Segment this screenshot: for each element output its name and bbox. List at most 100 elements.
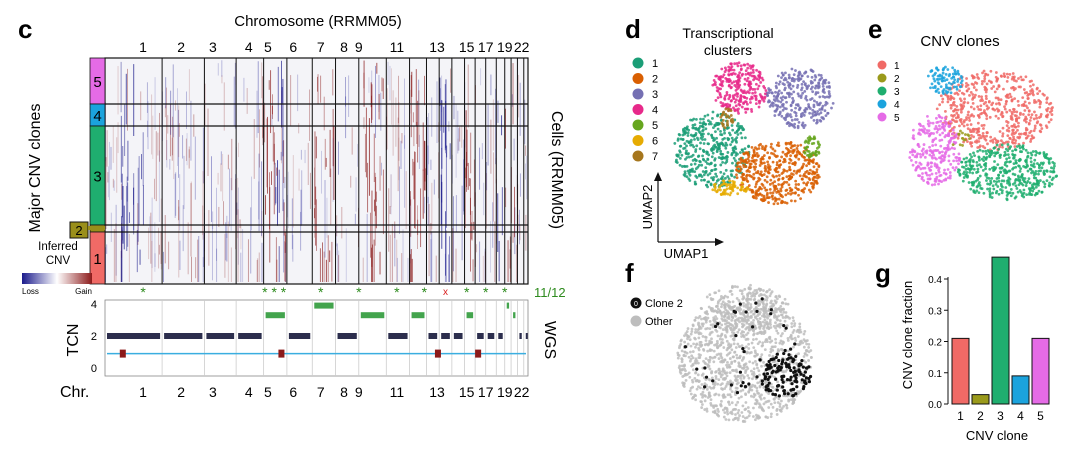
legend-loss-label: Loss <box>22 287 39 296</box>
d-point-cluster-3 <box>779 100 783 104</box>
e-point-clone-3 <box>1009 188 1013 191</box>
heatmap-stripe <box>257 61 259 134</box>
d-point-cluster-1 <box>711 178 715 182</box>
d-point-cluster-2 <box>735 176 739 180</box>
heatmap-stripe <box>466 163 467 192</box>
e-point-clone-1 <box>999 139 1003 143</box>
heatmap-stripe <box>519 82 521 136</box>
f-point-other <box>708 355 712 359</box>
f-point-other <box>776 307 779 311</box>
d-point-cluster-1 <box>678 150 682 154</box>
tcn-segment <box>506 302 510 309</box>
e-point-clone-3 <box>1014 184 1018 188</box>
f-point-other <box>686 337 689 341</box>
e-point-clone-4 <box>949 91 953 95</box>
d-point-cluster-3 <box>814 75 818 79</box>
f-point-other <box>765 289 769 293</box>
chr-top-label-8: 8 <box>340 39 348 55</box>
e-point-clone-5 <box>918 122 922 126</box>
e-point-clone-1 <box>1016 99 1020 103</box>
f-point-other <box>781 342 784 346</box>
e-point-clone-3 <box>993 160 996 163</box>
d-point-cluster-4 <box>735 80 739 84</box>
d-point-cluster-1 <box>687 177 691 181</box>
d-point-cluster-3 <box>809 80 813 83</box>
heatmap-stripe <box>185 91 187 129</box>
heatmap-stripe <box>258 181 260 220</box>
heatmap-stripe <box>240 223 242 250</box>
e-point-clone-3 <box>1049 170 1052 173</box>
e-point-clone-1 <box>1036 120 1040 124</box>
e-point-clone-3 <box>982 191 986 195</box>
e-point-clone-1 <box>935 107 939 111</box>
e-point-clone-5 <box>923 155 927 159</box>
e-point-clone-1 <box>991 140 995 144</box>
d-point-cluster-1 <box>707 142 710 146</box>
f-point-other <box>746 293 749 297</box>
d-point-cluster-2 <box>765 180 769 184</box>
heatmap-stripe <box>410 199 412 237</box>
f-point-other <box>734 346 738 349</box>
d-point-cluster-3 <box>779 96 783 100</box>
d-point-cluster-4 <box>721 102 725 105</box>
f-point-other <box>791 331 795 334</box>
e-point-clone-5 <box>920 149 924 153</box>
f-point-other <box>737 361 741 365</box>
f-point-other <box>706 343 710 347</box>
f-point-other <box>706 396 710 399</box>
heatmap-stripe <box>152 115 154 159</box>
heatmap-stripe <box>446 145 448 158</box>
heatmap-stripe <box>375 191 377 202</box>
heatmap-stripe <box>211 156 212 223</box>
heatmap-stripe <box>418 79 420 126</box>
e-point-clone-5 <box>917 165 921 169</box>
e-point-clone-5 <box>926 114 929 118</box>
f-point-other <box>746 406 750 409</box>
e-point-clone-3 <box>1037 172 1040 176</box>
d-point-cluster-2 <box>745 179 749 183</box>
e-point-clone-2 <box>961 131 964 135</box>
f-point-other <box>778 341 782 345</box>
f-point-other <box>721 367 725 371</box>
heatmap-stripe <box>365 107 367 178</box>
f-point-other <box>736 342 740 346</box>
heatmap-stripe <box>197 239 199 282</box>
heatmap-stripe <box>128 233 130 282</box>
f-point-other <box>720 360 724 364</box>
d-point-cluster-5 <box>812 135 816 139</box>
e-point-clone-3 <box>993 151 997 155</box>
f-point-other <box>731 324 735 328</box>
e-point-clone-5 <box>912 128 915 132</box>
e-point-clone-1 <box>959 117 963 121</box>
e-point-clone-1 <box>946 95 950 99</box>
f-point-other <box>741 373 744 377</box>
e-point-clone-3 <box>1001 174 1005 178</box>
heatmap-stripe <box>171 116 173 156</box>
f-point-other <box>727 317 731 321</box>
f-point-other <box>770 290 774 294</box>
d-point-cluster-4 <box>755 77 759 81</box>
e-point-clone-3 <box>1006 153 1010 157</box>
d-point-cluster-1 <box>718 147 721 151</box>
f-point-other <box>699 386 702 390</box>
d-point-cluster-2 <box>762 173 766 176</box>
e-point-clone-3 <box>1034 176 1038 180</box>
e-point-clone-1 <box>998 130 1002 133</box>
f-point-other <box>768 288 771 292</box>
d-point-cluster-4 <box>764 89 768 92</box>
f-point-other <box>680 360 684 364</box>
e-point-clone-1 <box>989 69 993 73</box>
d-point-cluster-4 <box>740 105 744 109</box>
tcn-segment <box>164 333 203 339</box>
f-point-other <box>807 346 811 349</box>
d-point-cluster-3 <box>826 111 830 115</box>
heatmap-stripe <box>307 142 309 185</box>
d-point-cluster-3 <box>812 118 816 122</box>
f-point-other <box>774 295 778 298</box>
d-point-cluster-2 <box>754 171 758 175</box>
f-point-other <box>728 351 732 355</box>
d-point-cluster-4 <box>757 74 761 78</box>
e-point-clone-3 <box>994 166 998 170</box>
heatmap-stripe <box>226 233 228 262</box>
e-point-clone-1 <box>991 138 995 142</box>
